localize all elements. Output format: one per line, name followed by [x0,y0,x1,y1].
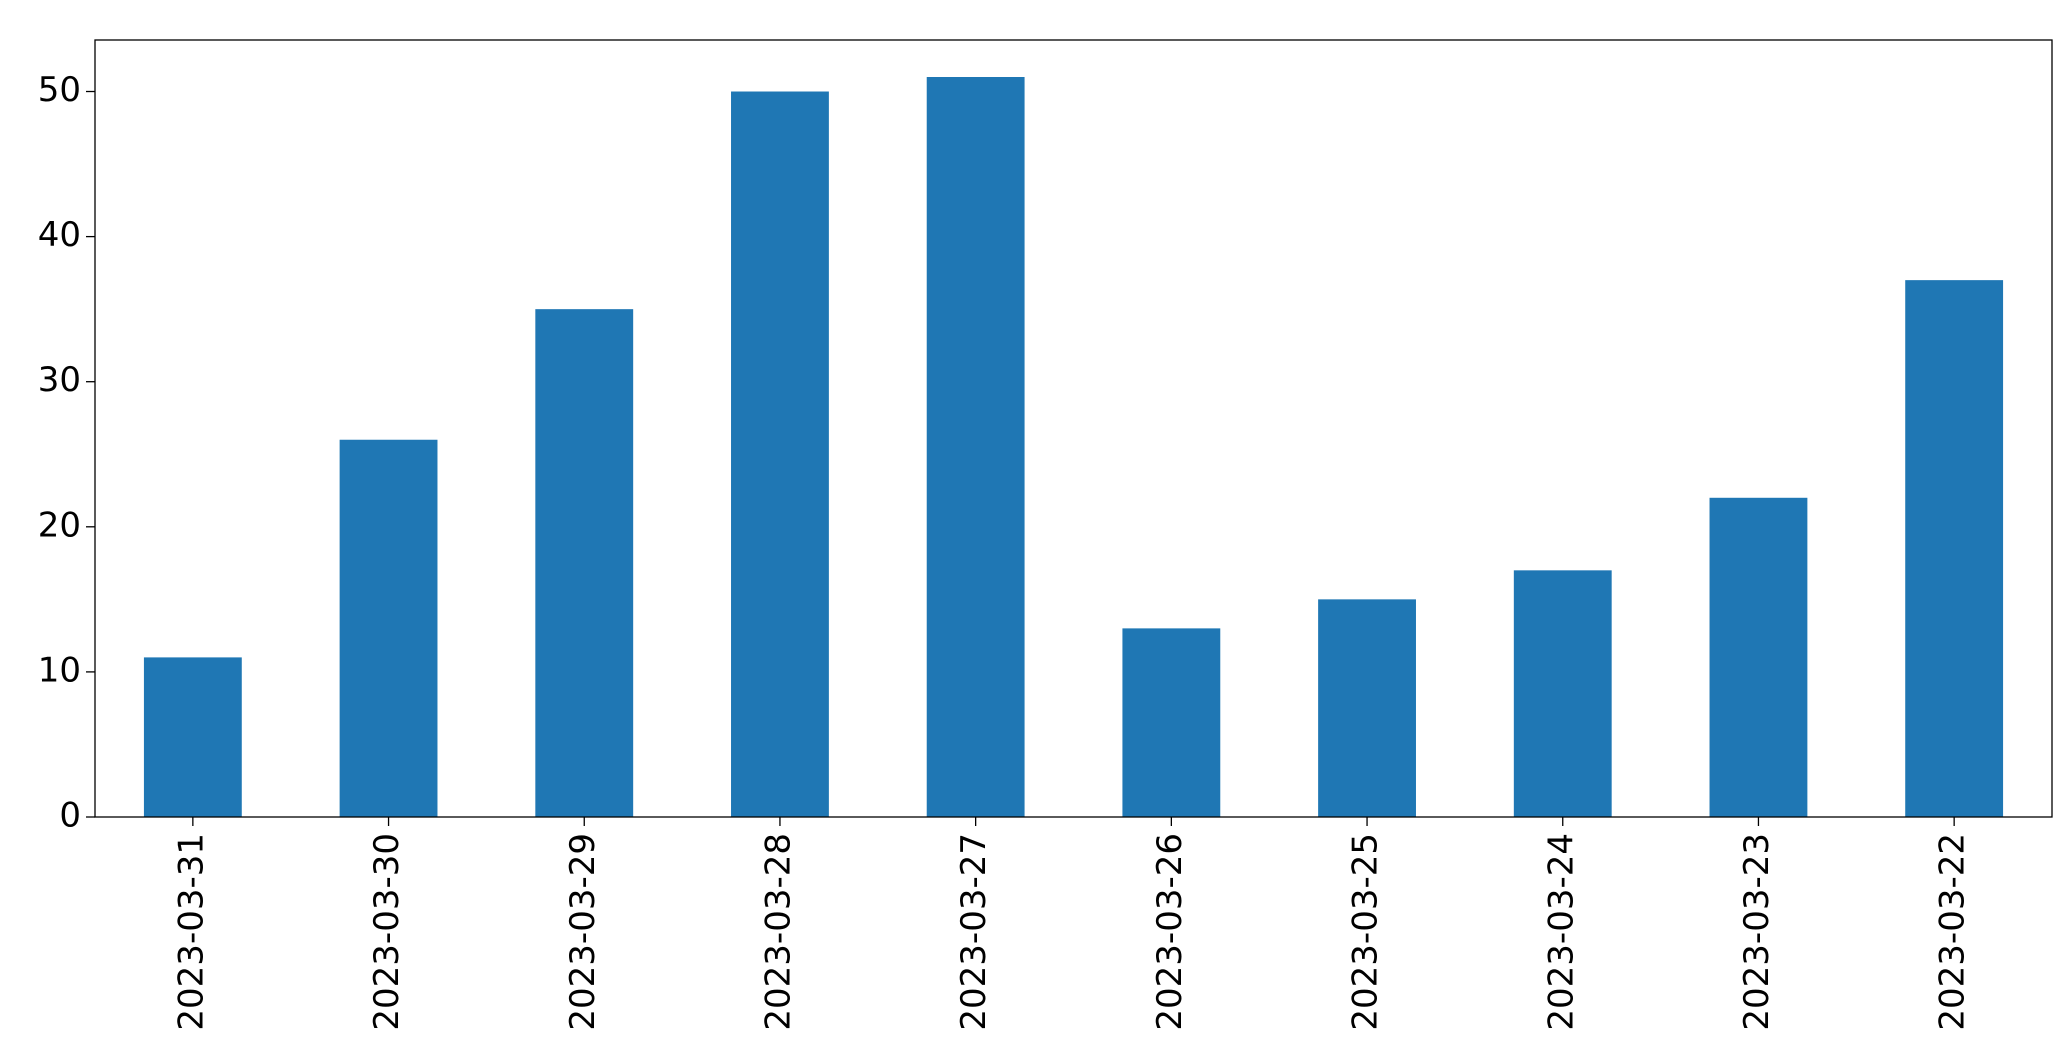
x-tick-label: 2023-03-23 [1737,833,1777,1031]
x-tick-label: 2023-03-28 [758,833,798,1031]
bar [1709,497,1808,817]
bar [926,77,1025,817]
x-tick-label: 2023-03-26 [1150,833,1190,1031]
x-tick-label: 2023-03-25 [1346,833,1386,1031]
x-tick-label: 2023-03-24 [1541,833,1581,1031]
y-tick-label: 50 [38,70,81,110]
y-tick-label: 10 [38,650,81,690]
x-tick-label: 2023-03-30 [367,833,407,1031]
bar [1318,599,1416,817]
x-tick-label: 2023-03-29 [563,833,603,1031]
x-tick-label: 2023-03-22 [1933,833,1973,1031]
x-tick-label: 2023-03-27 [954,833,994,1031]
y-tick-label: 40 [38,215,81,255]
y-tick-label: 30 [38,360,81,400]
bar [535,309,634,817]
bar [1122,628,1221,817]
y-tick-label: 20 [38,505,81,545]
x-tick-label: 2023-03-31 [171,833,211,1031]
bar [339,439,438,817]
bar [1513,570,1612,817]
bar [731,91,829,817]
plot-frame [94,39,2053,818]
bar [143,657,242,817]
bar [1905,280,2004,817]
y-tick-label: 0 [59,796,81,836]
